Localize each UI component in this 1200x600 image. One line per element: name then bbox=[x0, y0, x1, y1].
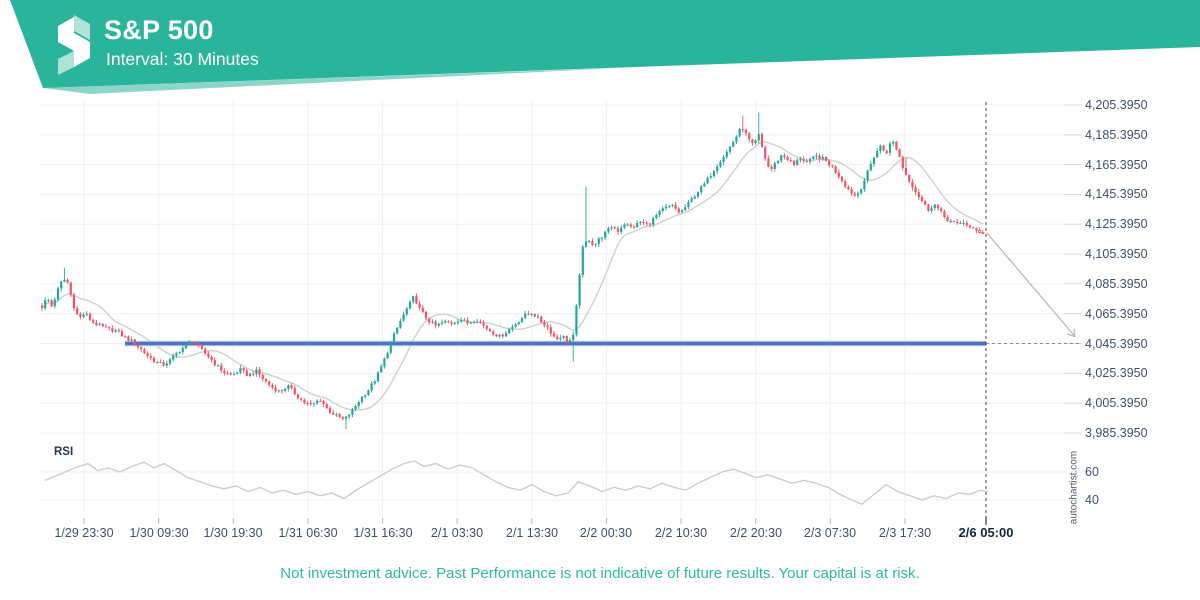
candlestick-layer bbox=[40, 112, 985, 430]
rsi-label: RSI bbox=[54, 446, 74, 458]
x-axis-label: 1/31 06:30 bbox=[278, 526, 338, 540]
x-axis-label: 2/2 10:30 bbox=[654, 526, 708, 540]
x-axis-label: 2/3 07:30 bbox=[803, 526, 857, 540]
price-axis-label: 4,125.3950 bbox=[1085, 217, 1148, 231]
x-axis-label: 1/29 23:30 bbox=[54, 526, 114, 540]
x-axis-label: 2/3 17:30 bbox=[878, 526, 932, 540]
rsi-tick-60: 60 bbox=[1085, 465, 1099, 479]
logo-main-ribbon bbox=[58, 17, 90, 67]
forecast-time-label: 2/6 05:00 bbox=[958, 525, 1014, 540]
watermark-text: autochartist.com bbox=[1068, 450, 1080, 525]
logo-bottom-ribbon bbox=[58, 51, 74, 75]
logo-top-ribbon bbox=[74, 15, 90, 40]
header-banner-fold bbox=[43, 68, 620, 94]
chart-interval: Interval: 30 Minutes bbox=[106, 49, 259, 69]
disclaimer-text: Not investment advice. Past Performance … bbox=[280, 565, 920, 582]
price-axis-label: 4,045.3950 bbox=[1085, 337, 1148, 351]
autochartist-logo bbox=[58, 15, 90, 75]
price-axis-label: 4,165.3950 bbox=[1085, 158, 1148, 172]
price-axis-label: 4,065.3950 bbox=[1085, 307, 1148, 321]
chart-title: S&P 500 bbox=[104, 15, 214, 45]
price-axis-label: 4,005.3950 bbox=[1085, 396, 1148, 410]
forecast-arrowhead bbox=[1067, 333, 1076, 338]
forecast-trend-line bbox=[986, 232, 1076, 337]
x-axis-label: 1/30 09:30 bbox=[129, 526, 189, 540]
header-banner-shape bbox=[10, 0, 1200, 88]
header-banner bbox=[10, 0, 1200, 94]
rsi-tick-40: 40 bbox=[1085, 493, 1099, 507]
rsi-line bbox=[44, 460, 989, 505]
price-axis-label: 4,085.3950 bbox=[1085, 277, 1148, 291]
price-axis-label: 4,185.3950 bbox=[1085, 128, 1148, 142]
x-axis-label: 1/31 16:30 bbox=[353, 526, 413, 540]
x-axis-label: 2/2 00:30 bbox=[579, 526, 633, 540]
forecast-arrowhead bbox=[1073, 328, 1076, 337]
price-axis-label: 4,145.3950 bbox=[1085, 187, 1148, 201]
x-axis-label: 1/30 19:30 bbox=[203, 526, 263, 540]
price-axis-label: 3,985.3950 bbox=[1085, 426, 1148, 440]
price-axis-label: 4,105.3950 bbox=[1085, 247, 1148, 261]
price-axis-label: 4,025.3950 bbox=[1085, 366, 1148, 380]
x-axis-label: 2/2 20:30 bbox=[729, 526, 783, 540]
x-axis-label: 2/1 13:30 bbox=[505, 526, 559, 540]
x-axis-label: 2/1 03:30 bbox=[430, 526, 484, 540]
price-axis-label: 4,205.3950 bbox=[1085, 98, 1148, 112]
